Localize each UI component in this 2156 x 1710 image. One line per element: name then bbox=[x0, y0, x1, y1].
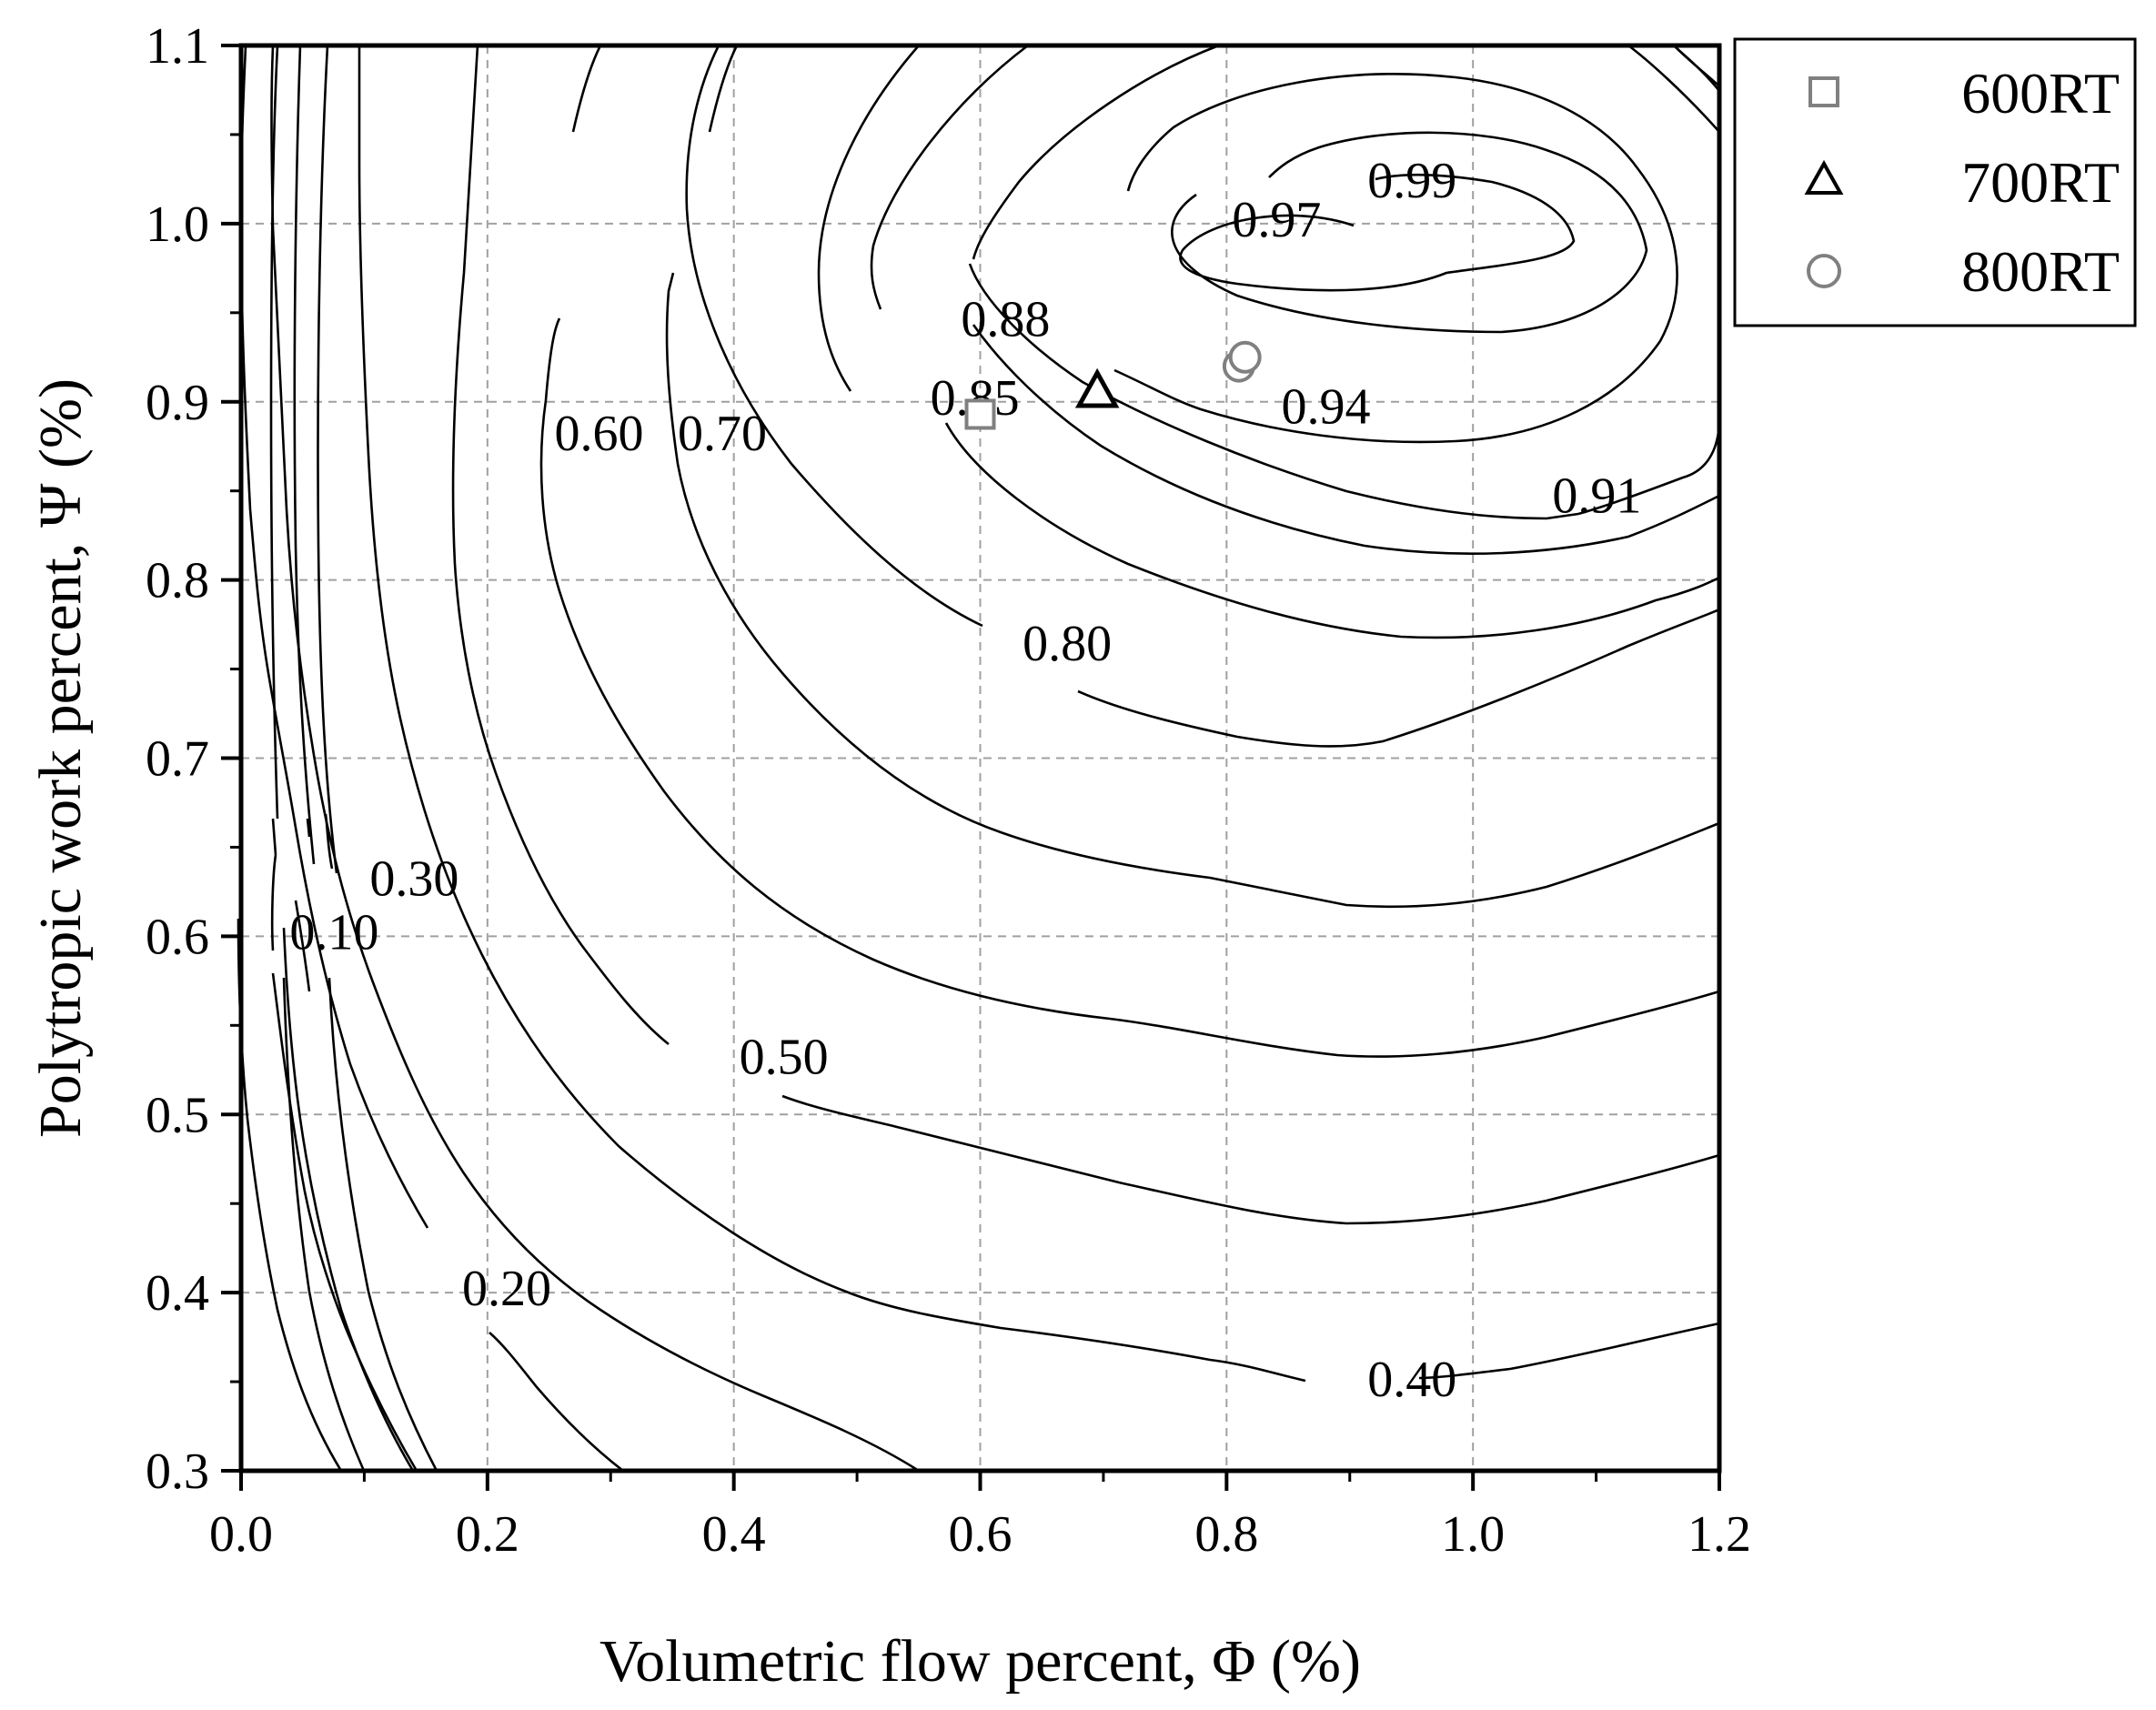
data-points bbox=[964, 340, 1262, 430]
contour-labels: 0.99 0.97 0.94 0.91 0.88 0.85 0.80 0.70 … bbox=[289, 153, 1641, 1408]
y-tick-label-8: 1.1 bbox=[146, 18, 209, 75]
contour-label-3: 0.91 bbox=[1552, 468, 1641, 525]
grid-lines bbox=[241, 45, 1719, 1471]
contour-label-10: 0.40 bbox=[1367, 1352, 1456, 1408]
contour-line-0.40 bbox=[358, 45, 1720, 1383]
legend-label-700RT: 700RT bbox=[1961, 150, 2120, 215]
y-tick-label-1: 0.4 bbox=[146, 1265, 209, 1322]
contour-line-0.02 bbox=[237, 918, 343, 1472]
contour-line-top-right bbox=[1673, 45, 1720, 87]
legend-label-800RT: 800RT bbox=[1961, 239, 2120, 304]
contour-line-0.85 bbox=[817, 45, 1720, 639]
contour-lines bbox=[237, 44, 1721, 1473]
y-tick-label-4: 0.7 bbox=[146, 731, 209, 788]
contour-line-0.05 bbox=[282, 927, 415, 1472]
y-axis-ticks: 0.3 0.4 0.5 0.6 0.7 0.8 0.9 1.0 1.1 bbox=[146, 18, 241, 1500]
x-axis-label: Volumetric flow percent, Φ (%) bbox=[599, 1628, 1361, 1695]
legend-label-600RT: 600RT bbox=[1961, 61, 2120, 126]
legend-marker-600RT bbox=[1808, 76, 1839, 107]
contour-line-0.50 bbox=[451, 45, 1720, 1225]
contour-label-0: 0.99 bbox=[1367, 153, 1456, 209]
contour-label-6: 0.80 bbox=[1023, 616, 1112, 672]
legend-marker-700RT bbox=[1804, 159, 1844, 195]
legend-marker-800RT bbox=[1807, 254, 1841, 288]
contour-line-0.91 bbox=[968, 44, 1721, 520]
x-tick-label-6: 1.2 bbox=[1688, 1506, 1751, 1563]
x-axis-ticks: 0.0 0.2 0.4 0.6 0.8 1.0 1.2 bbox=[209, 1471, 1751, 1563]
contour-line-0.30 bbox=[270, 45, 920, 1473]
contour-label-9: 0.50 bbox=[740, 1030, 829, 1086]
contour-label-2: 0.94 bbox=[1282, 379, 1371, 436]
y-tick-label-0: 0.3 bbox=[146, 1443, 209, 1500]
contour-line-0.80 bbox=[685, 45, 1720, 748]
contour-label-11: 0.30 bbox=[369, 851, 458, 908]
contour-label-4: 0.88 bbox=[961, 292, 1050, 348]
contour-label-12: 0.20 bbox=[462, 1261, 551, 1317]
contour-line-edge-1 bbox=[269, 45, 279, 820]
x-tick-label-4: 0.8 bbox=[1194, 1506, 1258, 1563]
contour-line-0.99 bbox=[1179, 173, 1576, 292]
point-700RT-0 bbox=[1074, 367, 1120, 408]
y-tick-label-2: 0.5 bbox=[146, 1087, 209, 1143]
x-tick-label-2: 0.4 bbox=[702, 1506, 766, 1563]
contour-line-0.60 bbox=[539, 45, 1720, 1058]
contour-line-0.97 bbox=[1171, 131, 1648, 334]
point-800RT-1 bbox=[1228, 340, 1262, 374]
x-tick-label-3: 0.6 bbox=[949, 1506, 1013, 1563]
contour-label-13: 0.10 bbox=[289, 904, 378, 961]
contour-line-0.70 bbox=[665, 45, 1720, 909]
contour-line-edge-3 bbox=[317, 45, 338, 874]
legend: 600RT 700RT 800RT bbox=[1733, 37, 2137, 327]
contour-label-1: 0.97 bbox=[1232, 192, 1321, 248]
y-tick-label-5: 0.8 bbox=[146, 553, 209, 609]
legend-box bbox=[1733, 37, 2137, 327]
y-tick-label-3: 0.6 bbox=[146, 909, 209, 965]
y-tick-label-6: 0.9 bbox=[146, 375, 209, 431]
y-axis-label: Polytropic work percent, Ψ (%) bbox=[27, 378, 94, 1138]
contour-line-0.10b bbox=[282, 977, 366, 1472]
contour-line-0.10c bbox=[327, 977, 438, 1472]
x-tick-label-1: 0.2 bbox=[456, 1506, 519, 1563]
contour-label-7: 0.70 bbox=[678, 406, 767, 462]
contour-line-edge-2 bbox=[293, 45, 316, 865]
y-tick-label-7: 1.0 bbox=[146, 196, 209, 253]
x-tick-label-5: 1.0 bbox=[1441, 1506, 1505, 1563]
point-600RT-0 bbox=[964, 398, 996, 430]
contour-line-0.94 bbox=[1113, 73, 1678, 444]
contour-label-8: 0.60 bbox=[555, 406, 644, 462]
x-tick-label-0: 0.0 bbox=[209, 1506, 273, 1563]
